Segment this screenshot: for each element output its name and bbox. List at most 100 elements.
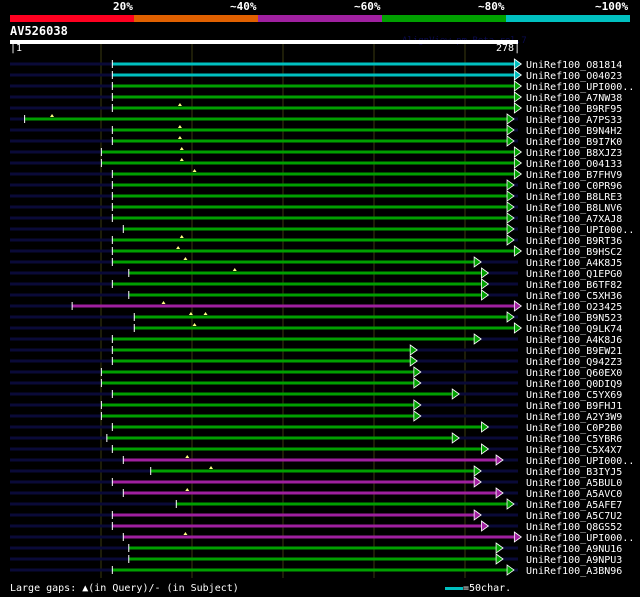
hit-arrow-icon	[473, 465, 482, 477]
hit-label[interactable]: UniRef100_B9RT36	[526, 236, 622, 247]
hit-arrow-icon	[506, 234, 515, 246]
hit-arrow-icon	[481, 267, 490, 279]
hit-arrow-icon	[513, 245, 523, 257]
hit-label[interactable]: UniRef100_A5AFE7	[526, 500, 622, 511]
hit-label[interactable]: UniRef100_Q9LK74	[526, 324, 622, 335]
hit-label[interactable]: UniRef100_A7XAJ8	[526, 214, 622, 225]
hit-arrow-icon	[409, 355, 418, 367]
gap-marker-icon	[203, 312, 208, 315]
hit-arrow-icon	[506, 223, 515, 235]
hit-arrow-icon	[506, 113, 515, 125]
hit-label[interactable]: UniRef100_B9I7K0	[526, 137, 622, 148]
query-start: |1	[10, 43, 23, 54]
hit-label[interactable]: UniRef100_UPI000..	[526, 456, 634, 467]
hit-label[interactable]: UniRef100_B9RF95	[526, 104, 622, 115]
hit-label[interactable]: UniRef100_A9NPU3	[526, 555, 622, 566]
gap-marker-icon	[192, 169, 197, 172]
gap-marker-icon	[209, 466, 214, 469]
hit-label[interactable]: UniRef100_B9N4H2	[526, 126, 622, 137]
hit-label[interactable]: UniRef100_A4K8J5	[526, 258, 622, 269]
hit-label[interactable]: UniRef100_B8LNV6	[526, 203, 622, 214]
scale-line	[445, 586, 463, 590]
hit-label[interactable]: UniRef100_B9FHJ1	[526, 401, 622, 412]
hit-arrow-icon	[506, 124, 515, 136]
hit-arrow-icon	[481, 289, 490, 301]
hit-arrow-icon	[481, 278, 490, 290]
hit-label[interactable]: UniRef100_B8LRE3	[526, 192, 622, 203]
hit-arrow-icon	[473, 333, 482, 345]
hit-label[interactable]: UniRef100_B9EW21	[526, 346, 622, 357]
hit-arrow-icon	[513, 102, 523, 114]
hit-arrow-icon	[506, 179, 515, 191]
hit-label[interactable]: UniRef100_A9NU16	[526, 544, 622, 555]
hit-label[interactable]: UniRef100_O23425	[526, 302, 622, 313]
hit-label[interactable]: UniRef100_Q60EX0	[526, 368, 622, 379]
hit-label[interactable]: UniRef100_O04023	[526, 71, 622, 82]
hit-label[interactable]: UniRef100_C5X4X7	[526, 445, 622, 456]
scale-label: ~80%	[478, 0, 505, 13]
hit-label[interactable]: UniRef100_Q942Z3	[526, 357, 622, 368]
scale-label: ~100%	[595, 0, 629, 13]
hit-arrow-icon	[413, 377, 422, 389]
gap-marker-icon	[183, 532, 188, 535]
hit-arrow-icon	[513, 300, 523, 312]
hit-arrow-icon	[481, 443, 490, 455]
scale-segment	[506, 15, 630, 22]
hit-label[interactable]: UniRef100_B9HSC2	[526, 247, 622, 258]
gap-marker-icon	[161, 301, 166, 304]
hit-label[interactable]: UniRef100_C0PR96	[526, 181, 622, 192]
hit-label[interactable]: UniRef100_C5YBR6	[526, 434, 622, 445]
hit-label[interactable]: UniRef100_A5BUL0	[526, 478, 622, 489]
gap-marker-icon	[183, 257, 188, 260]
hit-label[interactable]: UniRef100_O04133	[526, 159, 622, 170]
hit-arrow-icon	[513, 157, 523, 169]
hit-label[interactable]: UniRef100_B3IYJ5	[526, 467, 622, 478]
hit-label[interactable]: UniRef100_A4K8J6	[526, 335, 622, 346]
scale-legend-text: =50char.	[463, 583, 512, 594]
scale-segment	[134, 15, 258, 22]
gap-marker-icon	[177, 103, 182, 106]
hit-label[interactable]: UniRef100_A5C7U2	[526, 511, 622, 522]
hit-label[interactable]: UniRef100_C0P2B0	[526, 423, 622, 434]
hit-arrow-icon	[413, 366, 422, 378]
hit-arrow-icon	[513, 69, 523, 81]
hit-arrow-icon	[513, 322, 523, 334]
hit-label[interactable]: UniRef100_A5AVC0	[526, 489, 622, 500]
hit-label[interactable]: UniRef100_B6TF82	[526, 280, 622, 291]
hit-label[interactable]: UniRef100_UPI000..	[526, 533, 634, 544]
gap-marker-icon	[188, 312, 193, 315]
hit-label[interactable]: UniRef100_B9N523	[526, 313, 622, 324]
hit-label[interactable]: UniRef100_O81814	[526, 60, 622, 71]
hit-label[interactable]: UniRef100_A7PS33	[526, 115, 622, 126]
query-start-value: 1	[16, 43, 23, 54]
query-name: AV526038	[10, 24, 68, 38]
hit-label[interactable]: UniRef100_A2Y3W9	[526, 412, 622, 423]
scale-legend: =50char.	[445, 583, 511, 594]
query-end-value: 278	[496, 43, 515, 54]
hit-arrow-icon	[495, 454, 504, 466]
hit-arrow-icon	[495, 553, 504, 565]
query-bar	[10, 40, 518, 44]
hit-arrow-icon	[506, 212, 515, 224]
gap-marker-icon	[179, 235, 184, 238]
hit-label[interactable]: UniRef100_UPI000..	[526, 82, 634, 93]
hit-label[interactable]: UniRef100_C5YX69	[526, 390, 622, 401]
hit-arrow-icon	[481, 421, 490, 433]
hit-label[interactable]: UniRef100_C5XH36	[526, 291, 622, 302]
hit-label[interactable]: UniRef100_Q0DIQ9	[526, 379, 622, 390]
gap-marker-icon	[192, 323, 197, 326]
hit-label[interactable]: UniRef100_UPI000..	[526, 225, 634, 236]
hit-label[interactable]: UniRef100_A3BN96	[526, 566, 622, 577]
hit-arrow-icon	[495, 487, 504, 499]
hit-arrow-icon	[506, 564, 515, 576]
hit-arrow-icon	[481, 520, 490, 532]
hit-label[interactable]: UniRef100_Q8GS52	[526, 522, 622, 533]
hit-arrow-icon	[513, 58, 523, 70]
query-end: 278|	[496, 43, 521, 54]
hit-arrow-icon	[506, 311, 515, 323]
hit-label[interactable]: UniRef100_B8XJZ3	[526, 148, 622, 159]
hit-label[interactable]: UniRef100_B7FHV9	[526, 170, 622, 181]
hit-label[interactable]: UniRef100_A7NW38	[526, 93, 622, 104]
hit-label[interactable]: UniRef100_Q1EPG0	[526, 269, 622, 280]
